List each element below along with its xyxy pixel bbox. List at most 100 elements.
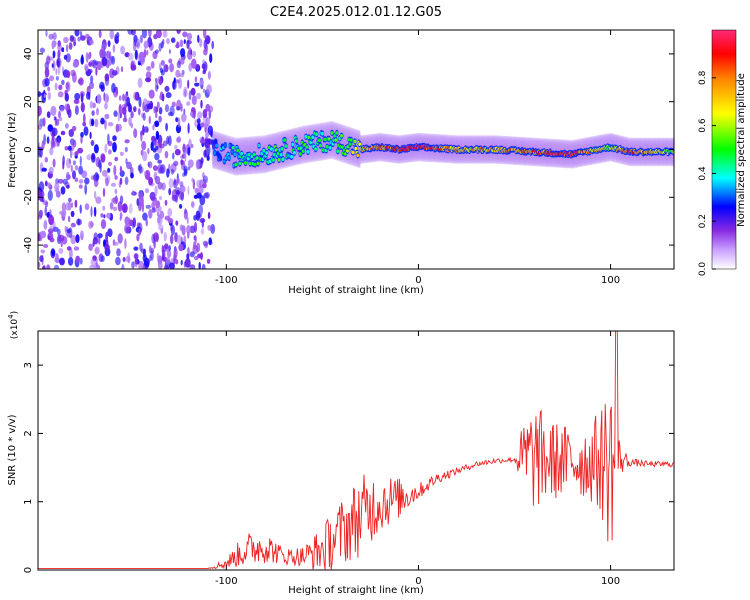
heatmap-noise-cell — [78, 77, 84, 86]
heatmap-noise-cell — [104, 93, 109, 104]
heatmap-noise-cell — [168, 245, 171, 252]
heatmap-noise-cell — [187, 146, 191, 156]
heatmap-noise-cell — [183, 235, 187, 246]
heatmap-noise-cell — [186, 253, 190, 260]
heatmap-noise-cell — [189, 264, 196, 269]
heatmap-core-cell — [307, 135, 311, 140]
heatmap-noise-cell — [88, 220, 94, 229]
heatmap-noise-cell — [46, 136, 50, 144]
heatmap-noise-cell — [140, 131, 143, 142]
heatmap-noise-cell — [157, 164, 163, 174]
heatmap-noise-cell — [48, 214, 54, 226]
heatmap-core-cell — [323, 137, 327, 142]
heatmap-noise-cell — [122, 117, 128, 123]
heatmap-noise-cell — [145, 127, 149, 133]
heatmap-noise-cell — [173, 247, 178, 259]
heatmap-noise-cell — [52, 127, 58, 137]
heatmap-noise-cell — [49, 225, 54, 231]
heatmap-noise-cell — [183, 108, 186, 115]
heatmap-noise-cell — [131, 191, 137, 196]
heatmap-core-cell — [354, 146, 358, 151]
snr-panel: -100 0 100 0 1 2 3 Height of straight line (km… — [7, 311, 675, 596]
heatmap-noise-cell — [137, 77, 143, 88]
heatmap-noise-cell — [187, 122, 190, 134]
heatmap-noise-cell — [158, 107, 163, 115]
heatmap-noise-cell — [145, 71, 152, 79]
heatmap-core-cell — [213, 151, 217, 155]
heatmap-core-cell — [280, 147, 284, 151]
heatmap-noise-cell — [119, 165, 122, 174]
colorbar-tick-label: 0.2 — [698, 214, 708, 228]
heatmap-noise-cell — [181, 113, 187, 123]
heatmap-noise-cell — [121, 106, 127, 115]
heatmap-core-cell — [345, 149, 349, 153]
heatmap-noise-cell — [44, 67, 50, 78]
heatmap-noise-cell — [207, 70, 211, 80]
colorbar-gradient — [711, 29, 737, 270]
heatmap-core-cell — [349, 138, 353, 142]
heatmap-noise-cell — [107, 133, 110, 144]
heatmap-noise-cell — [40, 190, 45, 199]
heatmap-noise-cell — [88, 243, 93, 251]
heatmap-noise-cell — [166, 249, 172, 258]
heatmap-noise-cell — [89, 101, 94, 109]
heatmap-noise-cell — [158, 78, 163, 86]
heatmap-noise-cell — [124, 216, 130, 225]
heatmap-noise-cell — [155, 200, 161, 208]
heatmap-noise-cell — [87, 53, 91, 60]
heatmap-noise-cell — [201, 263, 206, 269]
heatmap-noise-cell — [149, 254, 152, 262]
heatmap-noise-cell — [156, 252, 159, 261]
heatmap-noise-cell — [166, 136, 170, 145]
heatmap-core-cell — [356, 153, 360, 158]
heatmap-noise-cell — [69, 35, 75, 42]
heatmap-noise-cell — [124, 238, 127, 250]
heatmap-noise-cell — [102, 187, 106, 197]
heatmap-noise-cell — [38, 145, 41, 156]
heatmap-noise-cell — [155, 30, 162, 39]
heatmap-noise-cell — [70, 165, 73, 172]
heatmap-noise-cell — [93, 174, 96, 182]
heatmap-noise-cell — [80, 56, 85, 65]
heatmap-noise-cell — [94, 60, 99, 66]
heatmap-noise-cell — [143, 49, 147, 58]
heatmap-noise-cell — [68, 42, 73, 50]
heatmap-core-cell — [270, 147, 273, 151]
heatmap-noise-cell — [124, 146, 128, 153]
heatmap-noise-cell — [211, 40, 214, 50]
heatmap-noise-cell — [170, 37, 176, 43]
heatmap-noise-cell — [114, 35, 120, 45]
heatmap-noise-cell — [202, 109, 208, 119]
heatmap-noise-cell — [143, 257, 150, 268]
heatmap-noise-cell — [118, 95, 122, 101]
heatmap-noise-cell — [110, 182, 117, 187]
heatmap-noise-cell — [78, 184, 83, 189]
heatmap-noise-cell — [176, 234, 182, 245]
heatmap-noise-cell — [80, 131, 84, 138]
heatmap-noise-cell — [138, 227, 141, 236]
heatmap-noise-cell — [137, 52, 144, 63]
heatmap-core-cell — [271, 158, 275, 162]
spectrogram-ytick-label: 0 — [23, 146, 34, 152]
heatmap-core-cell — [240, 151, 244, 156]
heatmap-noise-cell — [182, 31, 188, 38]
heatmap-noise-cell — [113, 110, 118, 117]
heatmap-noise-cell — [39, 47, 46, 54]
heatmap-noise-cell — [176, 106, 181, 111]
heatmap-noise-cell — [179, 204, 183, 209]
heatmap-noise-cell — [178, 243, 184, 252]
heatmap-core-cell — [244, 161, 247, 165]
heatmap-noise-cell — [196, 92, 202, 100]
heatmap-noise-cell — [99, 48, 104, 59]
heatmap-noise-cell — [175, 117, 179, 122]
heatmap-noise-cell — [45, 201, 49, 208]
heatmap-noise-cell — [94, 118, 99, 128]
heatmap-core-cell — [214, 139, 218, 144]
heatmap-noise-cell — [68, 158, 71, 164]
heatmap-noise-cell — [169, 63, 175, 73]
heatmap-noise-cell — [180, 190, 185, 201]
snr-ytick-label: 2 — [23, 430, 34, 436]
heatmap-noise-cell — [46, 111, 51, 118]
heatmap-noise-cell — [75, 234, 80, 244]
heatmap-noise-cell — [45, 30, 48, 37]
